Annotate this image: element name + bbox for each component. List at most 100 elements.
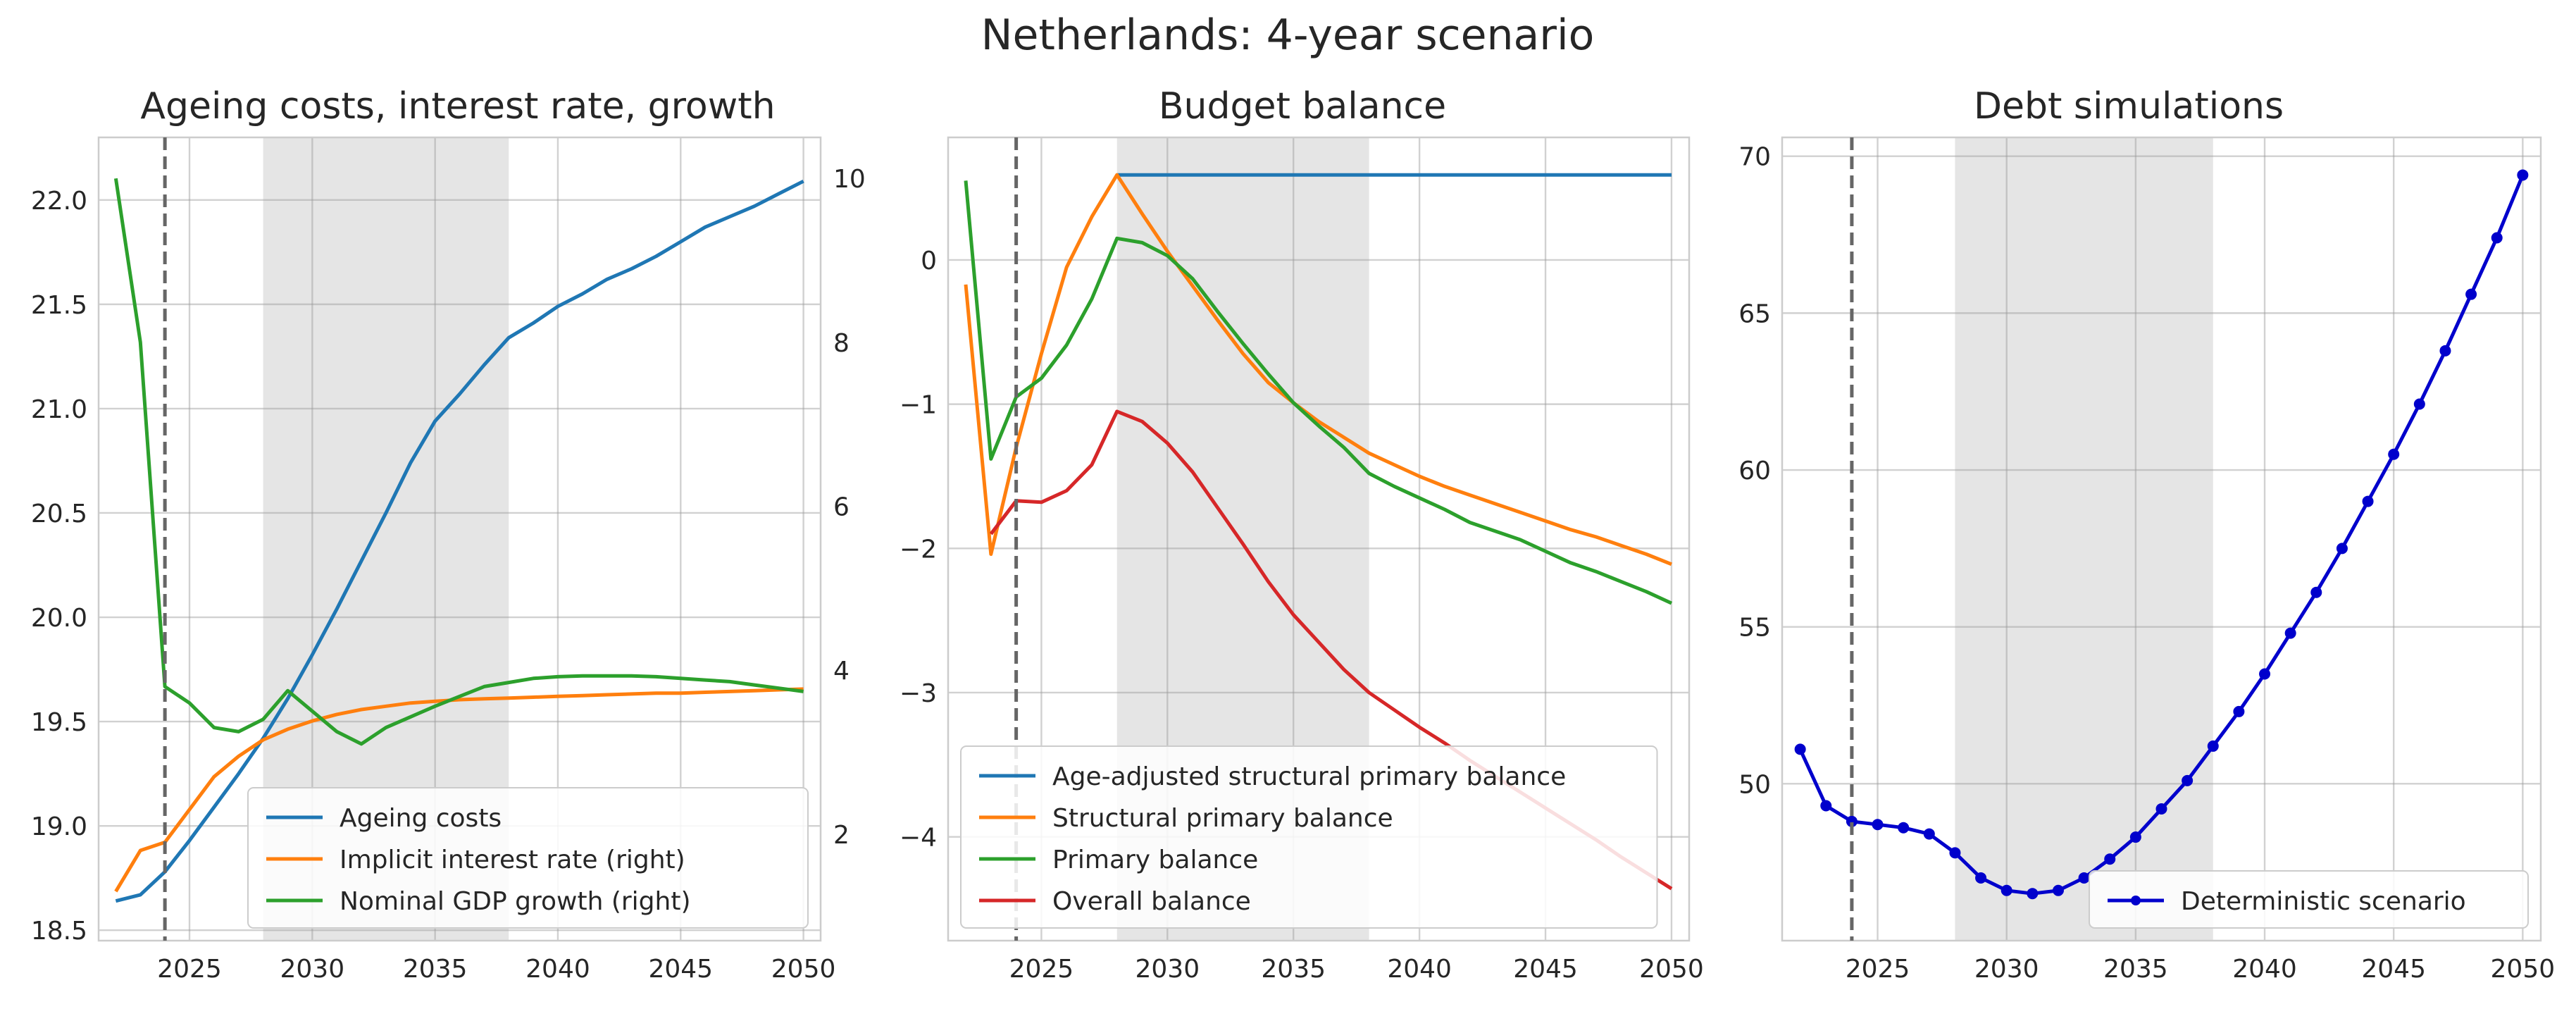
panel-budget-balance: Budget balance 2025 2030 2035 2040 2045 2050 0… [900,85,1704,984]
plot-frame [947,136,1691,942]
data-point-marker [2078,872,2090,884]
y2-tick-label: 8 [833,329,850,358]
data-point-marker [2310,586,2322,598]
data-point-marker [2439,345,2451,357]
data-point-marker [2517,169,2529,181]
legend: Ageing costs Implicit interest rate (righ… [247,787,809,929]
x-tick-label: 2025 [1009,955,1074,984]
data-point-marker [2362,495,2374,507]
data-point-marker [2027,888,2039,900]
y-tick-label: 65 [1738,299,1771,328]
panel-debt-simulations: Debt simulations 2025 2030 2035 2040 2045 205… [1738,85,2555,984]
legend-box [247,787,809,929]
plot-frame [97,136,822,942]
x-tick-label: 2035 [2103,955,2168,984]
legend-box [960,745,1658,929]
y-tick-label: 50 [1738,770,1771,799]
data-point-marker [2052,884,2064,896]
y2-tick-label: 2 [833,821,850,850]
data-point-marker [2104,853,2116,865]
x-tick-label: 2045 [2361,955,2426,984]
series-group [113,178,804,903]
legend-box [2089,870,2529,929]
y-tick-label: −4 [900,824,937,853]
legend-label: Primary balance [1052,846,1258,874]
x-tick-label: 2050 [771,955,836,984]
legend-label: Structural primary balance [1052,804,1393,833]
x-tick-label: 2040 [525,955,590,984]
legend-label: Nominal GDP growth (right) [340,887,691,916]
y2-tick-label: 10 [833,165,866,194]
y-tick-label: 21.0 [31,395,87,424]
x-tick-label: 2030 [1974,955,2039,984]
x-tick-label: 2030 [280,955,345,984]
legend: Age-adjusted structural primary balance S… [960,745,1658,929]
series-line-primary-balance [964,180,1673,605]
y-tick-label: 18.5 [31,917,87,946]
x-tick-label: 2040 [1387,955,1452,984]
data-point-marker [1794,743,1806,755]
data-point-marker [2155,803,2167,815]
data-point-marker [2233,705,2245,717]
y-tick-label: 20.5 [31,500,87,528]
panel-title-ageing-costs: Ageing costs, interest rate, growth [140,85,775,128]
y-tick-label: 0 [921,247,937,276]
x-tick-label: 2050 [2491,955,2556,984]
data-point-marker [2491,232,2503,244]
y2-tick-label: 4 [833,657,850,686]
panel-ageing-costs: Ageing costs, interest rate, growth 2025… [31,85,866,984]
data-point-marker [1923,828,1935,840]
data-point-marker [1820,800,1832,812]
x-tick-label: 2025 [1846,955,1910,984]
legend: Deterministic scenario [2089,870,2529,929]
data-point-marker [1898,822,1910,834]
data-point-marker [2129,831,2141,843]
x-tick-label: 2030 [1135,955,1200,984]
series-group [1794,169,2529,900]
y-tick-label: −2 [900,535,937,564]
legend-label: Ageing costs [340,804,502,833]
data-point-marker [2413,398,2425,410]
plot-frame [1781,136,2542,942]
data-point-marker [2465,288,2477,300]
y-tick-label: 19.0 [31,812,87,841]
y-tick-label: 60 [1738,457,1771,485]
legend-label: Age-adjusted structural primary balance [1052,762,1566,791]
panel-title-debt-simulations: Debt simulations [1974,85,2284,128]
x-tick-label: 2040 [2232,955,2297,984]
legend-marker [2131,896,2141,905]
x-tick-label: 2045 [648,955,713,984]
legend-label: Deterministic scenario [2181,887,2466,916]
data-point-marker [2336,543,2348,555]
x-tick-label: 2035 [1261,955,1326,984]
data-point-marker [1975,872,1987,884]
data-point-marker [1872,819,1884,831]
forecast-shaded-region [1955,137,2213,941]
series-line-implicit-interest-rate-right [114,687,804,893]
legend-label: Implicit interest rate (right) [340,846,685,874]
y-tick-label: 70 [1738,143,1771,172]
data-point-marker [2388,448,2400,460]
y-tick-label: −1 [900,391,937,420]
y-tick-label: 55 [1738,614,1771,643]
y-tick-label: 21.5 [31,291,87,320]
x-tick-label: 2050 [1639,955,1704,984]
series-line-ageing-costs [115,179,804,903]
panel-title-budget-balance: Budget balance [1159,85,1446,128]
series-line-nominal-gdp-growth-right [113,178,804,746]
x-tick-label: 2025 [157,955,222,984]
y-tick-label: 22.0 [31,187,87,216]
legend-label: Overall balance [1052,887,1251,916]
data-point-marker [2207,740,2219,752]
y-tick-label: −3 [900,679,937,708]
data-point-marker [2259,668,2271,680]
series-line-structural-primary-balance [964,173,1672,567]
x-tick-label: 2035 [403,955,468,984]
data-point-marker [2284,627,2296,639]
x-tick-label: 2045 [1513,955,1578,984]
y-tick-label: 20.0 [31,604,87,633]
data-point-marker [2182,774,2194,786]
data-point-marker [1949,847,1961,859]
y-tick-label: 19.5 [31,708,87,737]
